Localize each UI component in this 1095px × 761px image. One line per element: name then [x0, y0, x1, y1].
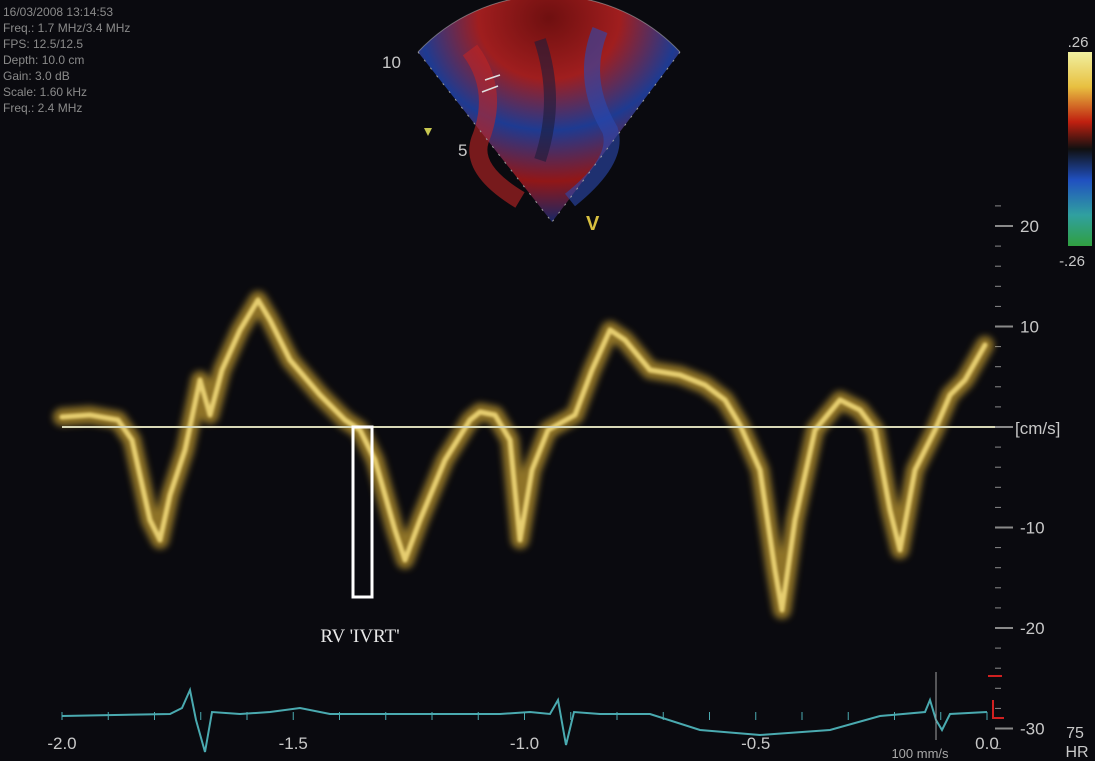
- sector-marker: V: [586, 213, 600, 235]
- doppler-frequency-text: Freq.: 2.4 MHz: [3, 101, 83, 115]
- color-bar-min-label: -.26: [1059, 253, 1085, 270]
- gain-text: Gain: 3.0 dB: [3, 69, 70, 83]
- acquisition-info: 16/03/2008 13:14:53 Freq.: 1.7 MHz/3.4 M…: [3, 4, 130, 116]
- frequency-text: Freq.: 1.7 MHz/3.4 MHz: [3, 21, 131, 35]
- fps-text: FPS: 12.5/12.5: [3, 37, 84, 51]
- time-tick-label: -0.5: [741, 734, 770, 753]
- velocity-unit-label: [cm/s]: [1015, 419, 1060, 438]
- ivrt-annotation-label: RV 'IVRT': [320, 626, 399, 647]
- sweep-speed-label: 100 mm/s: [891, 746, 949, 761]
- velocity-tick-label: -10: [1020, 519, 1045, 538]
- datetime-text: 16/03/2008 13:14:53: [3, 5, 114, 19]
- sector-depth-label: 10: [382, 53, 401, 72]
- velocity-tick-label: -20: [1020, 619, 1045, 638]
- time-axis: -2.0 -1.5 -1.0 -0.5 0.0: [47, 712, 999, 753]
- time-tick-label: -1.0: [510, 734, 539, 753]
- depth-text: Depth: 10.0 cm: [3, 53, 85, 67]
- time-tick-label: -2.0: [47, 734, 76, 753]
- color-bar-max-label: .26: [1068, 34, 1089, 51]
- ecg-scale-marker: [992, 700, 1004, 719]
- scale-text: Scale: 1.60 kHz: [3, 85, 88, 99]
- sector-depth-label: 5: [458, 141, 467, 160]
- heart-rate-value: 75: [1066, 725, 1084, 742]
- time-tick-label: -1.5: [279, 734, 308, 753]
- heart-rate-unit: HR: [1065, 744, 1088, 761]
- doppler-velocity-trace: [53, 291, 994, 619]
- ivrt-marker-box: [351, 425, 374, 599]
- time-tick-label: 0.0: [975, 734, 999, 753]
- ecg-trace: [61, 686, 988, 753]
- color-velocity-bar: [1068, 52, 1092, 246]
- velocity-tick-label: -30: [1020, 720, 1045, 739]
- velocity-tick-label: 10: [1020, 318, 1039, 337]
- color-doppler-sector: [417, 0, 681, 223]
- focus-marker-icon: [424, 128, 432, 136]
- velocity-tick-label: 20: [1020, 217, 1039, 236]
- velocity-scale: 20 10 -10 -20 -30: [995, 205, 1045, 750]
